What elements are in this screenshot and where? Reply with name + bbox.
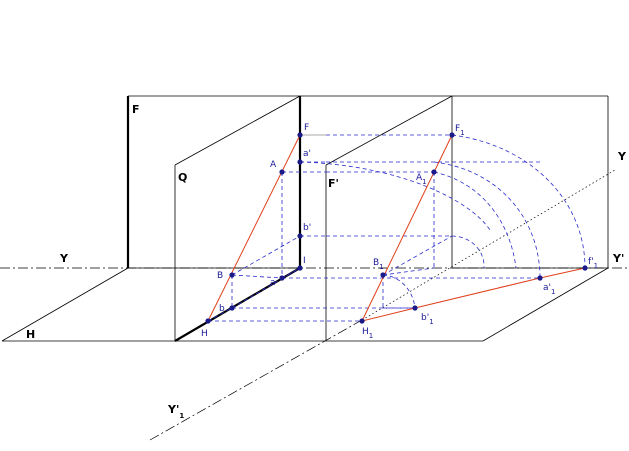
label-b-prime: b': [303, 223, 311, 233]
construction-lines: [207, 134, 586, 322]
label-H: H: [201, 329, 208, 339]
point-F1: [449, 132, 455, 138]
point-A: [279, 169, 285, 175]
label-a1-prime: a'1: [543, 283, 555, 296]
axes: [0, 169, 629, 441]
label-A1: A1: [416, 173, 427, 186]
label-f1-prime: f'1: [588, 257, 598, 270]
point-B: [229, 272, 235, 278]
label-B: B: [217, 271, 223, 281]
label-a: a: [270, 278, 276, 288]
object-edges: [207, 134, 586, 322]
thick-edges: [126, 96, 302, 342]
label-A: A: [270, 160, 277, 170]
point-b: [229, 305, 235, 311]
point-B1: [380, 272, 386, 278]
point-a: [279, 275, 285, 281]
label-B1: B1: [373, 258, 384, 271]
label-a-prime: a': [303, 149, 311, 159]
label-b: b: [219, 304, 225, 314]
label-plane-F-prime: F': [328, 177, 339, 190]
point-H1: [359, 318, 365, 324]
label-F: F: [304, 123, 309, 133]
point-a-prime: [297, 159, 303, 165]
points: [205, 132, 588, 324]
label-plane-Q: Q: [178, 171, 187, 184]
point-a1-prime: [537, 275, 543, 281]
point-I: [297, 265, 303, 271]
label-axis-Y: Y: [59, 252, 69, 265]
label-axis-Y1-prime: Y'1: [167, 403, 184, 420]
label-axis-Y1: Y: [617, 150, 627, 163]
label-axis-Y-prime: Y': [612, 252, 624, 265]
label-F1: F1: [455, 124, 465, 137]
label-plane-H: H: [26, 328, 35, 341]
point-b-prime: [297, 233, 303, 239]
label-b1-prime: b'1: [421, 313, 434, 326]
point-b1-prime: [412, 305, 418, 311]
point-F: [297, 132, 303, 138]
label-plane-F: F: [132, 103, 140, 116]
point-H: [205, 318, 211, 324]
point-A1: [431, 169, 437, 175]
point-f1-prime: [582, 265, 588, 271]
label-I: I: [303, 256, 306, 266]
label-H1: H1: [362, 327, 373, 340]
